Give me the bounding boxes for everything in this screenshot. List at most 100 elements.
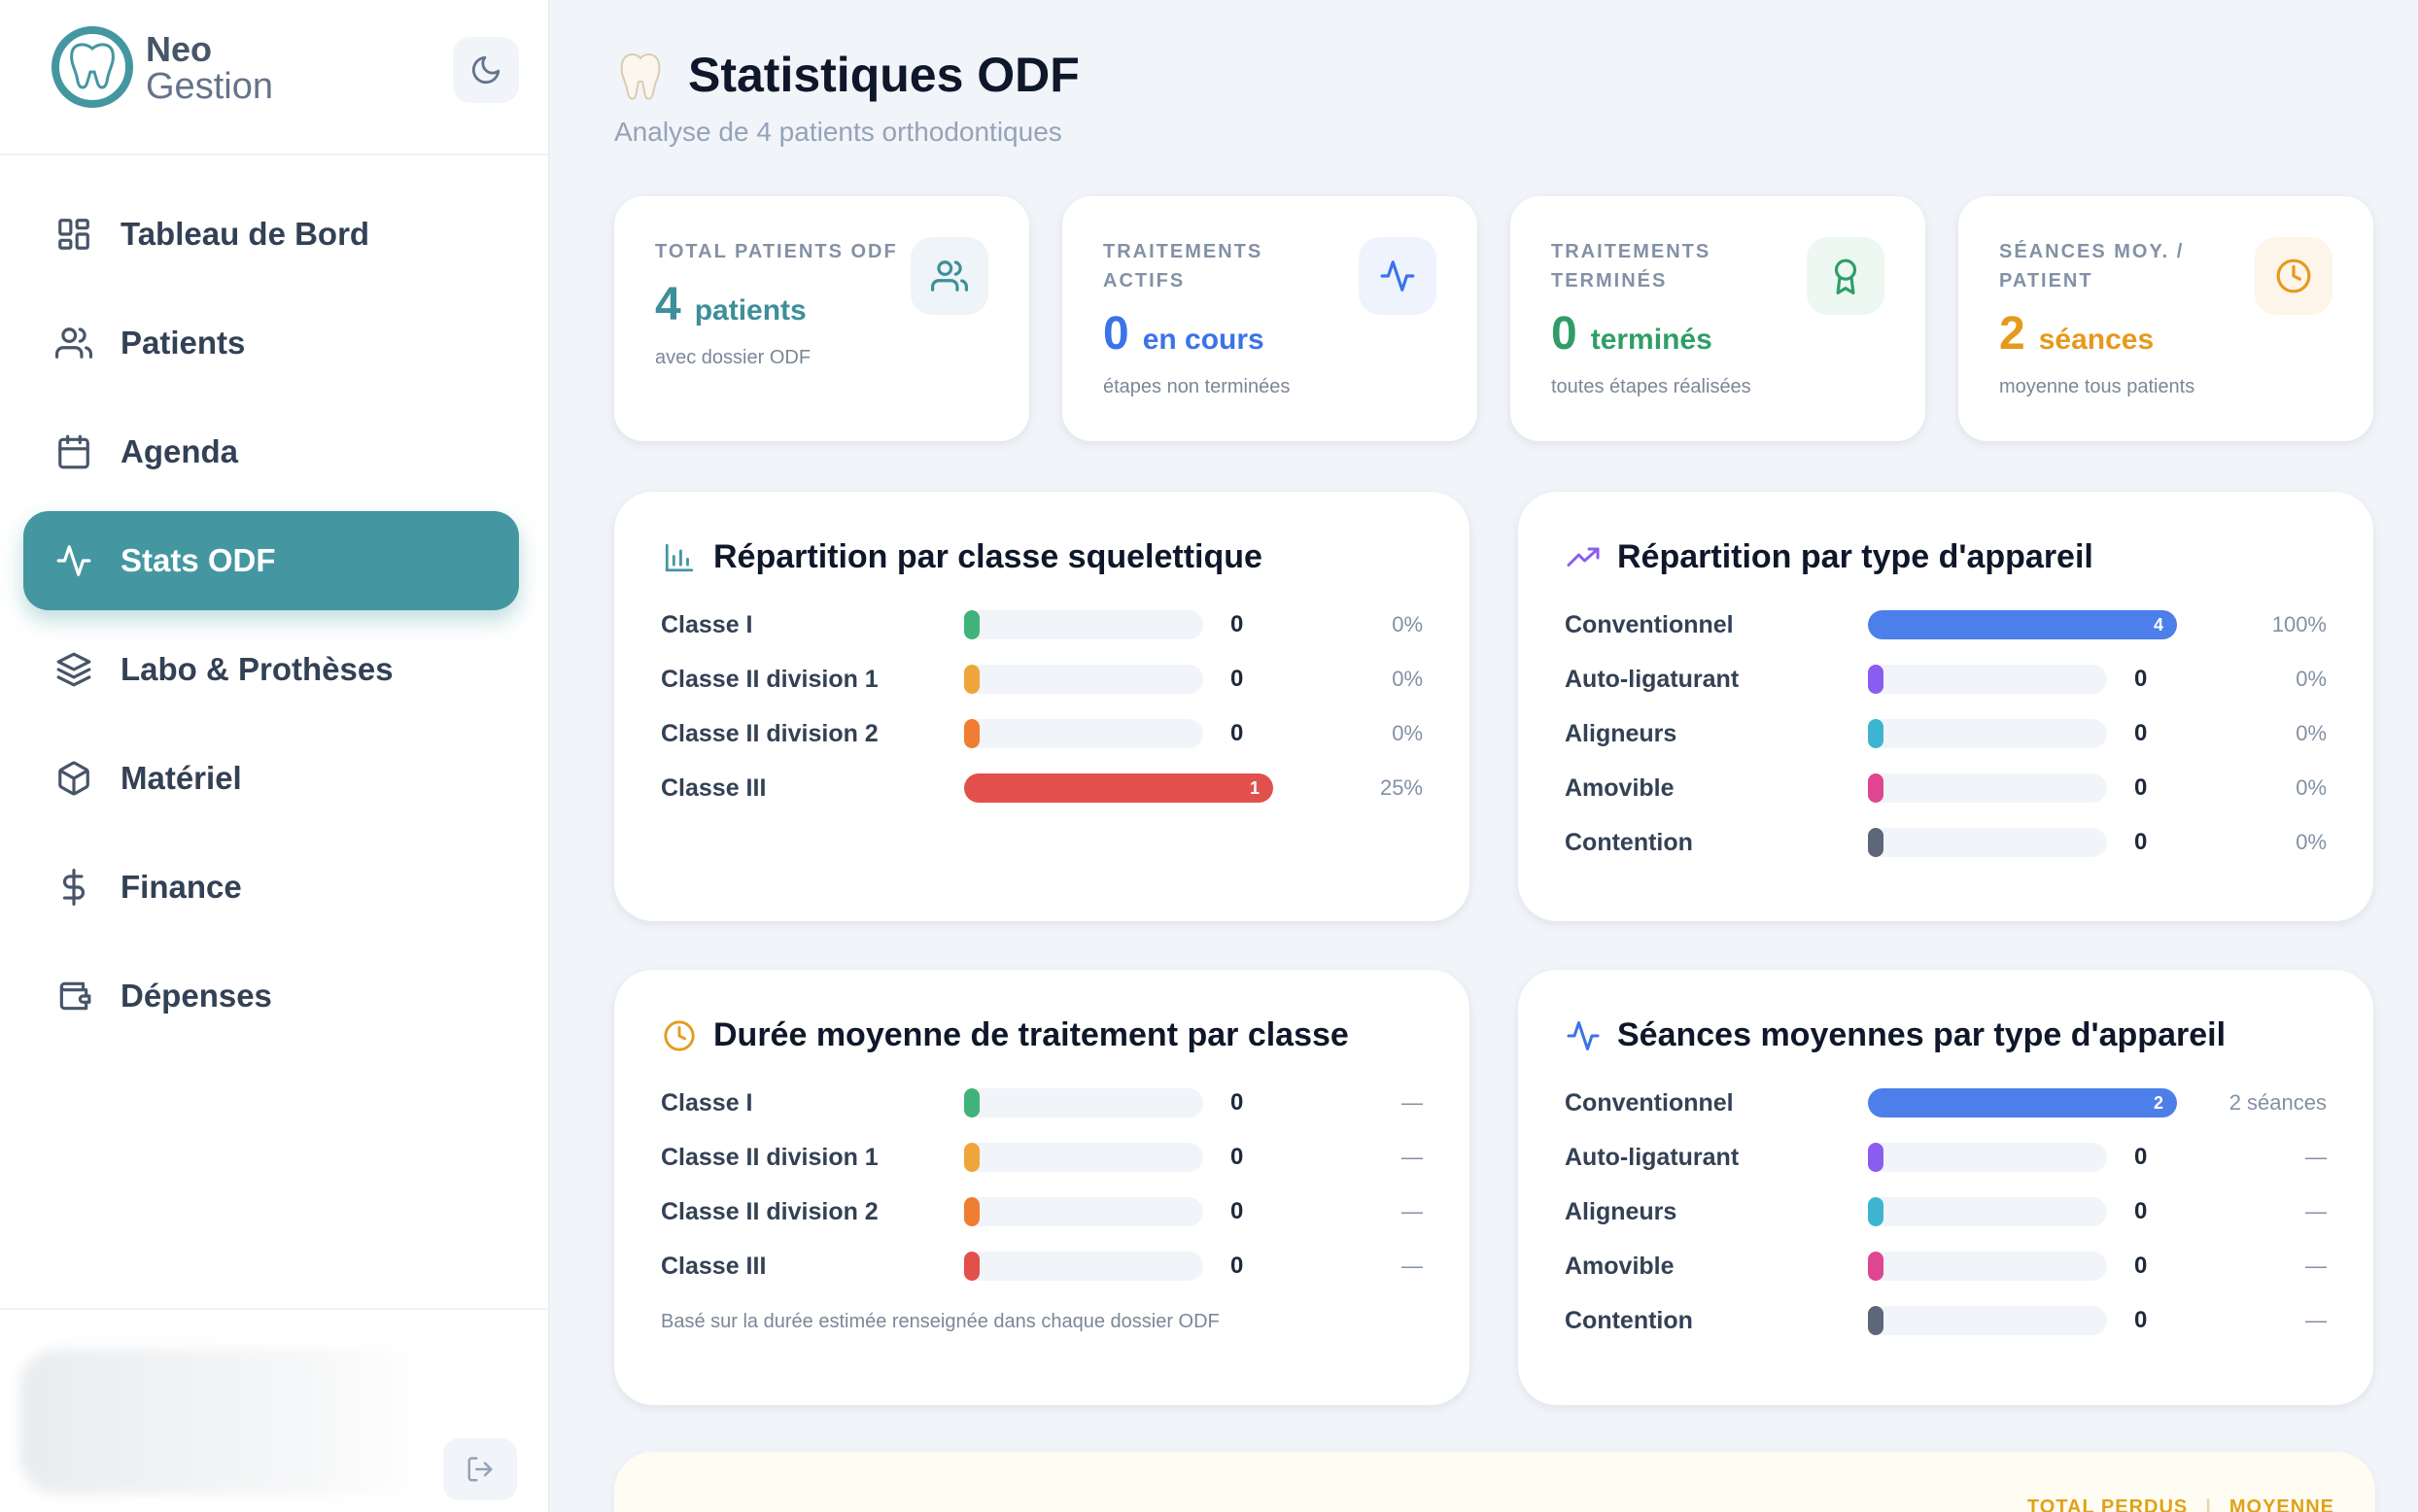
duration-panel: Durée moyenne de traitement par classe C… <box>614 970 1469 1405</box>
sidebar: Neo Gestion Tableau de Bord Patients Agend… <box>0 0 550 1512</box>
bar-chart-icon <box>661 539 698 576</box>
sidebar-item-label: Labo & Prothèses <box>121 651 394 687</box>
row-count: 0 <box>2134 720 2148 746</box>
progress-bar: 1 <box>964 773 1273 803</box>
progress-bar <box>1868 773 2107 803</box>
bar-fill <box>1868 1252 1883 1281</box>
row-label: Classe I <box>661 1088 753 1117</box>
sidebar-item-materiel[interactable]: Matériel <box>23 729 519 828</box>
progress-bar <box>1868 1197 2107 1226</box>
row-percent: 0% <box>2296 775 2327 800</box>
kpi-card: TRAITEMENTS ACTIFS 0 en cours étapes non te… <box>1062 196 1477 441</box>
lost-patients-card: TOTAL PERDUS | MOYENNE <box>614 1452 2375 1512</box>
row-label: Classe II division 1 <box>661 1143 879 1171</box>
sidebar-item-labo-protheses[interactable]: Labo & Prothèses <box>23 620 519 719</box>
bar-fill <box>964 1143 980 1172</box>
row-percent: 0% <box>1392 721 1423 745</box>
kpi-unit: terminés <box>1590 324 1712 356</box>
brand-name-top: Neo <box>146 29 213 69</box>
row-percent: — <box>2305 1308 2327 1332</box>
progress-bar <box>964 1252 1203 1281</box>
page-title: Statistiques ODF <box>688 48 1080 102</box>
progress-bar <box>1868 1252 2107 1281</box>
row-label: Classe III <box>661 1252 767 1280</box>
total-lost-label: TOTAL PERDUS <box>2026 1496 2189 1512</box>
sidebar-item-label: Agenda <box>121 433 239 469</box>
brand-name: Neo Gestion <box>146 29 273 106</box>
row-percent: — <box>1401 1199 1423 1223</box>
progress-bar <box>964 610 1203 639</box>
row-label: Conventionnel <box>1565 610 1734 638</box>
label-separator: | <box>2205 1496 2212 1512</box>
bar-track <box>1868 665 2107 694</box>
sidebar-item-label: Matériel <box>121 760 242 796</box>
row-percent: 0% <box>1392 667 1423 691</box>
row-percent: 0% <box>2296 667 2327 691</box>
bar-track <box>964 1088 1203 1117</box>
stat-row: Aligneurs 0 — <box>1565 1185 2327 1239</box>
row-percent: 2 séances <box>2228 1090 2327 1115</box>
row-percent: — <box>1401 1254 1423 1278</box>
bar-track <box>964 665 1203 694</box>
progress-bar <box>1868 1143 2107 1172</box>
row-percent: 0% <box>1392 612 1423 636</box>
sidebar-item-agenda[interactable]: Agenda <box>23 402 519 501</box>
stat-row: Classe II division 2 0 0% <box>661 706 1423 761</box>
row-count: 0 <box>1230 1144 1244 1170</box>
stat-row: Conventionnel 4 100% <box>1565 598 2327 652</box>
progress-bar <box>1868 719 2107 748</box>
activity-icon <box>54 541 93 580</box>
kpi-card: SÉANCES MOY. / PATIENT 2 séances moyenne to… <box>1958 196 2373 441</box>
bar-track <box>964 1197 1203 1226</box>
bar-value-label: 2 <box>2153 1092 2163 1113</box>
stat-row: Auto-ligaturant 0 0% <box>1565 652 2327 706</box>
row-label: Aligneurs <box>1565 1197 1677 1225</box>
sessions-panel: Séances moyennes par type d'appareil Con… <box>1518 970 2373 1405</box>
row-count: 0 <box>1230 1198 1244 1224</box>
kpi-value: 0 <box>1103 308 1129 360</box>
stat-row: Classe III 1 25% <box>661 761 1423 815</box>
row-count: 0 <box>2134 1253 2148 1279</box>
stat-row: Classe I 0 0% <box>661 598 1423 652</box>
sidebar-item-label: Dépenses <box>121 978 272 1014</box>
row-label: Contention <box>1565 828 1693 856</box>
sidebar-item-finance[interactable]: Finance <box>23 838 519 937</box>
progress-bar <box>1868 828 2107 857</box>
row-percent: — <box>2305 1254 2327 1278</box>
row-percent: 25% <box>1379 775 1423 800</box>
sidebar-item-stats-odf[interactable]: Stats ODF <box>23 511 519 610</box>
stat-row: Aligneurs 0 0% <box>1565 706 2327 761</box>
duration-panel-note: Basé sur la durée estimée renseignée dan… <box>661 1311 1220 1332</box>
kpi-label: TOTAL PATIENTS ODF <box>655 241 898 262</box>
row-label: Amovible <box>1565 1252 1675 1280</box>
theme-toggle-button[interactable] <box>453 37 519 103</box>
bar-value-label: 4 <box>2153 614 2163 635</box>
stat-row: Auto-ligaturant 0 — <box>1565 1130 2327 1185</box>
sidebar-item-label: Finance <box>121 869 242 905</box>
tooth-logo-icon <box>52 26 133 108</box>
row-label: Contention <box>1565 1306 1693 1334</box>
stat-row: Classe II division 1 0 — <box>661 1130 1423 1185</box>
kpi-label: SÉANCES MOY. / PATIENT <box>1999 241 2185 292</box>
sidebar-item-tableau-de-bord[interactable]: Tableau de Bord <box>23 185 519 284</box>
kpi-note: avec dossier ODF <box>655 347 812 368</box>
dollar-icon <box>54 868 93 907</box>
sidebar-item-patients[interactable]: Patients <box>23 293 519 393</box>
sidebar-item-depenses[interactable]: Dépenses <box>23 946 519 1046</box>
kpi-card: TRAITEMENTS TERMINÉS 0 terminés toutes étap… <box>1510 196 1925 441</box>
logout-button[interactable] <box>443 1438 517 1500</box>
sidebar-nav: Tableau de Bord Patients Agenda Stats ODF La… <box>23 185 519 1055</box>
bar-value-label: 1 <box>1249 777 1260 798</box>
row-count: 0 <box>2134 1144 2148 1170</box>
user-profile[interactable] <box>19 1349 428 1495</box>
kpi-unit: patients <box>694 294 807 326</box>
kpi-note: étapes non terminées <box>1103 376 1291 397</box>
sidebar-item-label: Patients <box>121 325 246 361</box>
bar-fill <box>1868 719 1883 748</box>
row-percent: 0% <box>2296 830 2327 854</box>
bar-track <box>1868 719 2107 748</box>
kpi-unit: séances <box>2038 324 2155 356</box>
row-label: Classe III <box>661 773 767 802</box>
stat-row: Amovible 0 — <box>1565 1239 2327 1293</box>
bar-track <box>964 719 1203 748</box>
